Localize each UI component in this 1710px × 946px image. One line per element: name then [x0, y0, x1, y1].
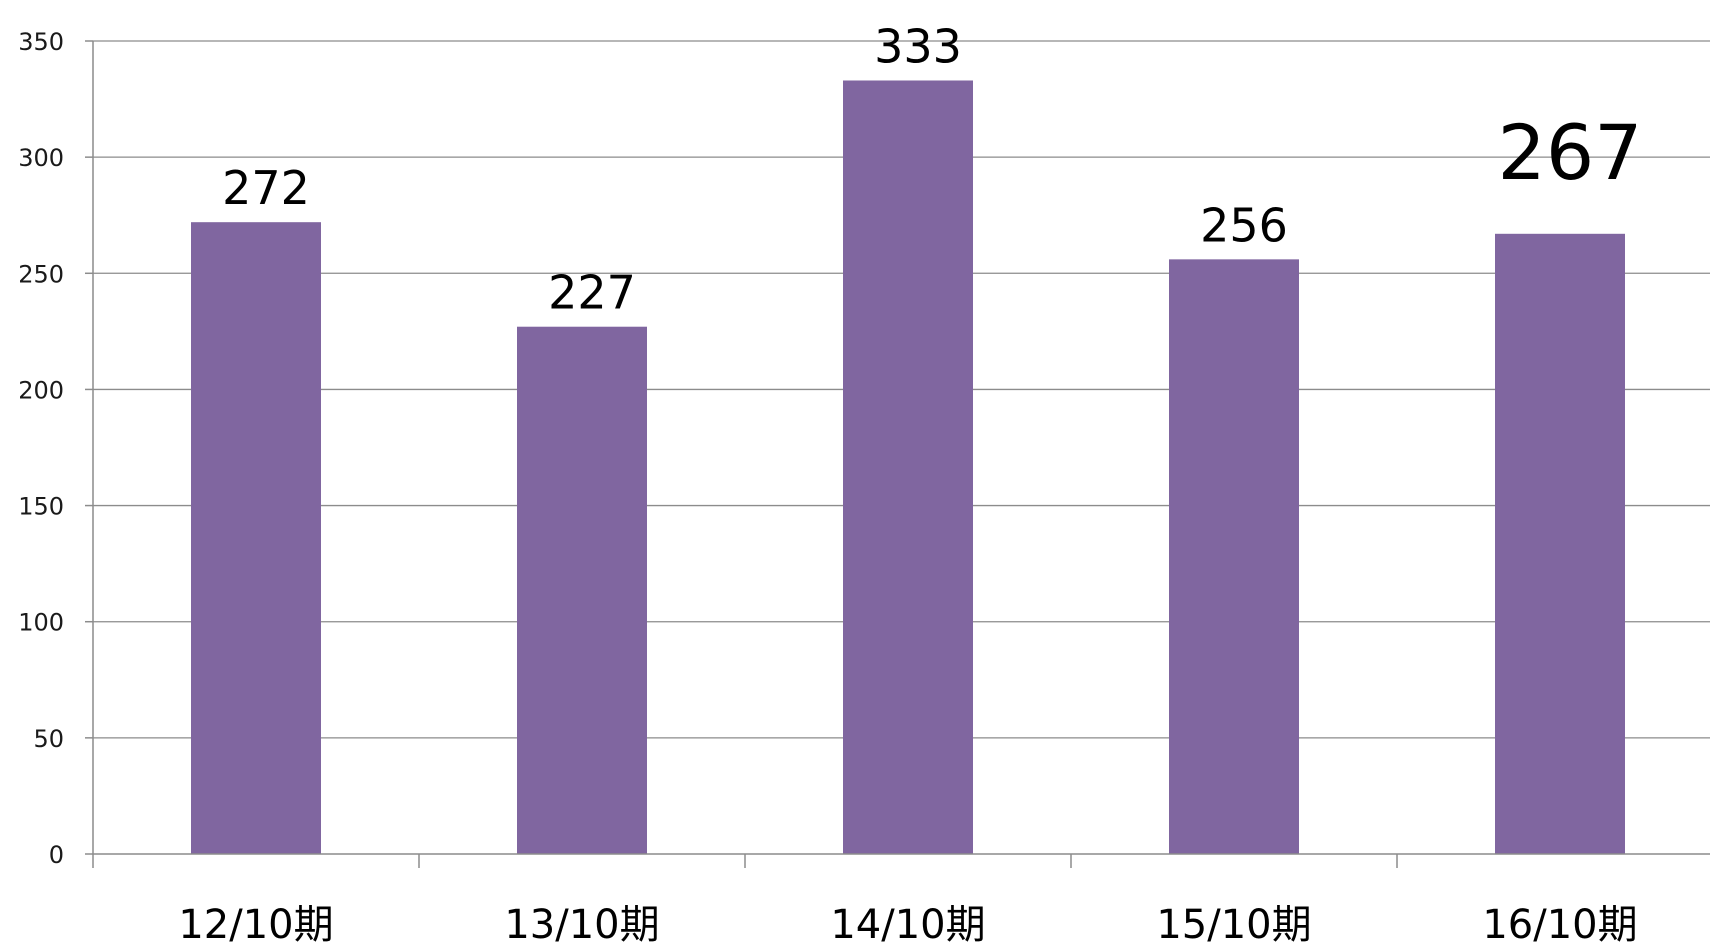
data-label-2: 227 — [548, 266, 636, 320]
y-tick-label: 50 — [33, 725, 64, 753]
bars — [191, 80, 1625, 855]
data-label-5: 267 — [1497, 108, 1642, 197]
x-tick-label: 14/10期 — [830, 902, 985, 946]
data-label-4: 256 — [1200, 198, 1288, 252]
data-label-3: 333 — [874, 19, 962, 73]
x-tick-label: 12/10期 — [178, 902, 333, 946]
data-labels: 272 227 333 256 267 — [222, 19, 1642, 319]
y-tick-label: 200 — [18, 376, 64, 404]
y-tick-label: 0 — [49, 841, 64, 869]
bar-4 — [1169, 259, 1299, 854]
bar-3 — [843, 80, 973, 854]
y-tick-label: 300 — [18, 144, 64, 172]
y-tick-label: 350 — [18, 28, 64, 56]
bar-5 — [1495, 233, 1625, 855]
y-axis-tick-labels: 0 50 100 150 200 250 300 350 — [18, 28, 93, 869]
axes — [92, 41, 1710, 868]
x-tick-label: 16/10期 — [1482, 902, 1637, 946]
data-label-1: 272 — [222, 161, 310, 215]
bar-1 — [191, 222, 321, 854]
x-tick-label: 13/10期 — [504, 902, 659, 946]
y-tick-label: 150 — [18, 493, 64, 521]
y-tick-label: 100 — [18, 609, 64, 637]
x-tick-label: 15/10期 — [1156, 902, 1311, 946]
bar-2 — [517, 326, 647, 854]
x-axis-tick-labels: 12/10期 13/10期 14/10期 15/10期 16/10期 — [178, 902, 1637, 946]
y-tick-label: 250 — [18, 260, 64, 288]
